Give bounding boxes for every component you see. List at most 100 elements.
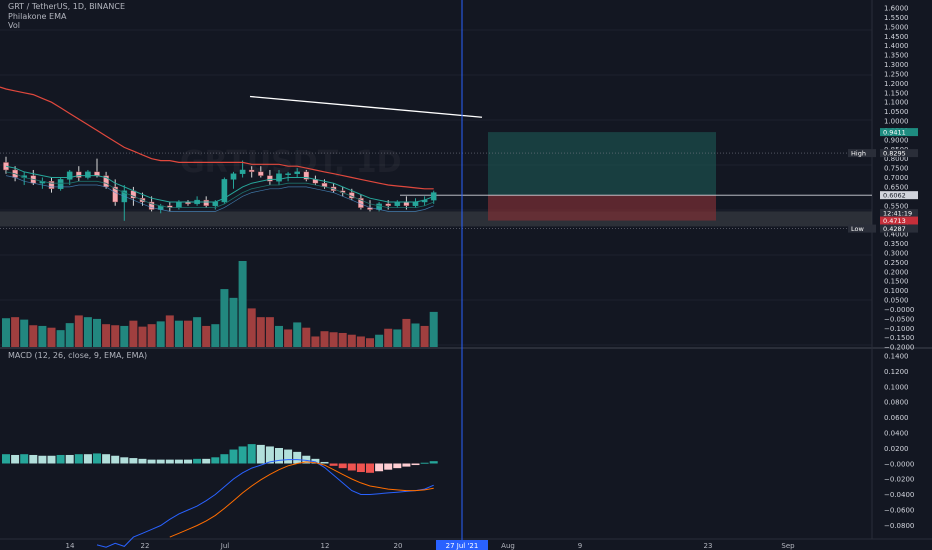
time-axis[interactable]: 14 22 Jul 12 20 Aug 9 23 Sep 27 Jul '21: [66, 540, 796, 550]
price-tags: 0.9411 0.8295 High 0.6062 12:41:190.47130.42…: [848, 128, 918, 233]
entry-price-tag: 0.6062: [883, 191, 906, 199]
macd-tick-label: −0.0600: [884, 507, 914, 515]
volume-bar: [384, 328, 393, 347]
macd-histogram-bar: [47, 455, 56, 464]
entry-price-tag-bg: [880, 191, 918, 200]
price-tick-label: 1.0500: [884, 108, 909, 116]
macd-histogram-bar: [265, 446, 274, 464]
high-price-tag-bg: [880, 149, 918, 158]
macd-line: [96, 459, 434, 548]
macd-histogram-bar: [393, 463, 402, 469]
volume-bar: [402, 318, 411, 347]
macd-histogram-bar: [411, 463, 420, 466]
macd-histogram-bar: [356, 463, 365, 473]
candle-body: [403, 201, 410, 206]
macd-histogram-bar: [302, 455, 311, 464]
macd-histogram-bar: [83, 454, 92, 464]
price-tick-label: 0.7000: [884, 174, 909, 182]
ema-long-line: [0, 86, 434, 190]
candle-body: [248, 169, 255, 173]
position-zones: [0, 95, 872, 229]
time-highlight-box: [436, 540, 488, 550]
candle-body: [148, 201, 155, 210]
price-tick-label: 1.1000: [884, 99, 909, 107]
macd-histogram-bar: [56, 454, 65, 464]
volume-bar: [375, 334, 384, 347]
ema-lines: [0, 86, 434, 212]
macd-histogram-bar: [211, 457, 220, 464]
volume-bar: [247, 308, 256, 347]
countdown-tag: 12:41:19: [883, 209, 912, 217]
candle-body: [394, 201, 401, 206]
macd-axis[interactable]: 0.1400 0.1200 0.1000 0.0800 0.0600 0.0400 0.02…: [884, 353, 914, 530]
macd-histogram-bar: [93, 453, 101, 464]
macd-histogram-bar: [247, 444, 256, 464]
candle-body: [66, 171, 73, 180]
indicator-ema-label[interactable]: Philakone EMA: [8, 11, 67, 21]
ema-short-line: [5, 165, 434, 203]
volume-bar: [356, 336, 365, 347]
price-tick-label: 0.5500: [884, 202, 909, 210]
volume-bar: [111, 325, 120, 347]
price-tick-label: 0.3500: [884, 240, 909, 248]
price-tick-label: 0.1000: [884, 287, 909, 295]
volume-bar: [184, 320, 192, 347]
time-tick-label: Aug: [501, 542, 515, 550]
volume-bar: [366, 338, 374, 347]
candle-body: [258, 171, 264, 176]
volume-bar: [38, 325, 47, 347]
price-tick-label: −0.1500: [884, 334, 914, 342]
volume-bar: [238, 261, 247, 347]
macd-histogram-bar: [347, 463, 356, 471]
volume-bar: [56, 330, 65, 347]
price-tick-label: 1.4500: [884, 33, 909, 41]
candle-body: [57, 179, 64, 189]
time-tick-label: Jul: [220, 542, 230, 550]
volume-bar: [411, 323, 420, 347]
candle-body: [412, 201, 419, 206]
candle-body: [212, 201, 219, 206]
macd-histogram-bar: [2, 454, 10, 464]
volume-bar: [120, 325, 129, 347]
candle-body: [276, 173, 282, 182]
symbol-title[interactable]: GRT / TetherUS, 1D, BINANCE: [8, 2, 125, 11]
volume-bar: [229, 297, 238, 347]
volume-bar: [156, 321, 165, 347]
volume-bar: [47, 327, 56, 347]
price-tick-label: 0.4000: [884, 231, 909, 239]
macd-histogram-bar: [256, 444, 265, 464]
indicator-volume-label[interactable]: Vol: [8, 21, 20, 30]
target-price-tag: 0.9411: [883, 128, 906, 136]
volume-bar: [174, 320, 183, 347]
time-tick-label: Sep: [781, 542, 795, 550]
time-tick-label: 9: [578, 542, 582, 550]
price-tick-label: −0.2000: [884, 344, 914, 352]
time-tick-label: 22: [141, 542, 150, 550]
trend-line: [249, 95, 483, 118]
price-tick-label: 1.1500: [884, 89, 909, 97]
macd-histogram-bar: [184, 459, 192, 464]
price-tick-label: 0.2500: [884, 259, 909, 267]
volume-bar: [420, 325, 429, 347]
macd-histogram-bar: [220, 454, 229, 464]
volume-bar: [74, 315, 83, 347]
macd-indicator-label[interactable]: MACD (12, 26, close, 9, EMA, EMA): [8, 351, 148, 360]
price-tick-label: 0.2000: [884, 268, 909, 276]
macd-histogram-bar: [120, 457, 129, 464]
price-tick-label: 1.5500: [884, 14, 909, 22]
volume-bar: [2, 318, 10, 347]
candle-body: [48, 181, 55, 189]
macd-histogram-bar: [102, 454, 111, 464]
macd-histogram-bar: [402, 463, 411, 467]
macd-pane[interactable]: [2, 444, 438, 548]
price-tick-label: 0.3000: [884, 249, 909, 257]
high-price-tag: 0.8295: [883, 149, 906, 157]
price-tick-label: 1.6000: [884, 5, 909, 13]
volume-bar: [102, 324, 111, 347]
price-tick-label: 0.8000: [884, 155, 909, 163]
candle-body: [376, 203, 382, 210]
volume-bar: [393, 329, 402, 347]
volume-bar: [65, 323, 74, 347]
